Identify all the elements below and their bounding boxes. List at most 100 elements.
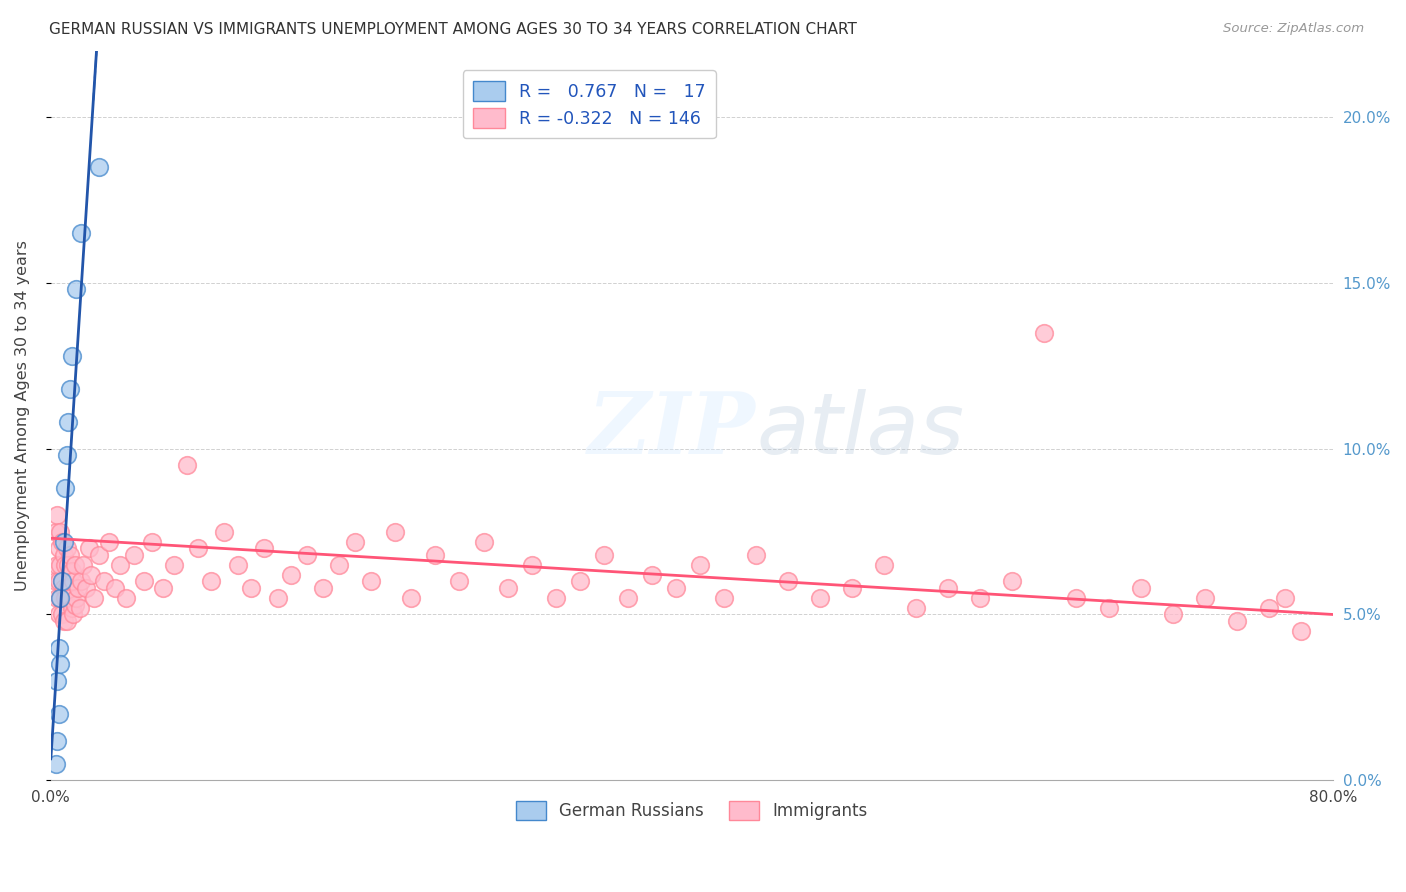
Point: [152, 581, 174, 595]
Point: [449, 574, 471, 589]
Point: [713, 591, 735, 605]
Point: [49, 591, 72, 605]
Point: [297, 548, 319, 562]
Point: [62, 607, 84, 622]
Point: [163, 558, 186, 572]
Point: [108, 558, 131, 572]
Point: [936, 581, 959, 595]
Point: [48, 706, 70, 721]
Point: [48, 541, 70, 556]
Point: [641, 567, 664, 582]
Point: [544, 591, 567, 605]
Point: [51, 574, 73, 589]
Point: [808, 591, 831, 605]
Point: [65, 591, 87, 605]
Point: [187, 541, 209, 556]
Point: [53, 482, 76, 496]
Point: [360, 574, 382, 589]
Y-axis label: Unemployment Among Ages 30 to 34 years: Unemployment Among Ages 30 to 34 years: [15, 240, 30, 591]
Point: [56, 448, 79, 462]
Point: [56, 581, 79, 595]
Point: [425, 548, 447, 562]
Point: [969, 591, 991, 605]
Point: [665, 581, 688, 595]
Point: [49, 591, 72, 605]
Point: [520, 558, 543, 572]
Point: [97, 534, 120, 549]
Text: Source: ZipAtlas.com: Source: ZipAtlas.com: [1223, 22, 1364, 36]
Point: [384, 524, 406, 539]
Point: [80, 567, 103, 582]
Point: [52, 548, 75, 562]
Point: [1033, 326, 1056, 340]
Point: [616, 591, 638, 605]
Point: [873, 558, 896, 572]
Point: [1226, 614, 1249, 628]
Point: [1274, 591, 1296, 605]
Point: [592, 548, 614, 562]
Point: [56, 614, 79, 628]
Point: [52, 581, 75, 595]
Point: [51, 607, 73, 622]
Point: [905, 600, 928, 615]
Point: [1001, 574, 1024, 589]
Legend: German Russians, Immigrants: German Russians, Immigrants: [509, 794, 875, 827]
Point: [70, 574, 93, 589]
Point: [52, 614, 75, 628]
Text: ZIP: ZIP: [588, 388, 756, 472]
Point: [745, 548, 768, 562]
Point: [104, 581, 127, 595]
Point: [83, 591, 105, 605]
Point: [52, 534, 75, 549]
Point: [1097, 600, 1119, 615]
Point: [1066, 591, 1088, 605]
Point: [69, 600, 91, 615]
Point: [60, 600, 83, 615]
Point: [46, 508, 69, 522]
Point: [87, 548, 110, 562]
Point: [59, 548, 82, 562]
Point: [53, 558, 76, 572]
Point: [45, 574, 67, 589]
Text: atlas: atlas: [756, 389, 965, 472]
Point: [496, 581, 519, 595]
Point: [51, 534, 73, 549]
Point: [240, 581, 263, 595]
Point: [93, 574, 115, 589]
Point: [776, 574, 799, 589]
Point: [45, 756, 67, 771]
Point: [228, 558, 250, 572]
Point: [200, 574, 222, 589]
Point: [59, 382, 82, 396]
Point: [401, 591, 423, 605]
Point: [48, 640, 70, 655]
Point: [1289, 624, 1312, 638]
Point: [51, 574, 73, 589]
Point: [79, 541, 101, 556]
Point: [344, 534, 367, 549]
Point: [472, 534, 495, 549]
Point: [53, 591, 76, 605]
Point: [46, 558, 69, 572]
Point: [46, 673, 69, 688]
Point: [45, 524, 67, 539]
Point: [1194, 591, 1216, 605]
Point: [253, 541, 276, 556]
Point: [60, 349, 83, 363]
Point: [1161, 607, 1184, 622]
Point: [65, 283, 87, 297]
Point: [122, 548, 145, 562]
Text: GERMAN RUSSIAN VS IMMIGRANTS UNEMPLOYMENT AMONG AGES 30 TO 34 YEARS CORRELATION : GERMAN RUSSIAN VS IMMIGRANTS UNEMPLOYMEN…: [49, 22, 858, 37]
Point: [49, 558, 72, 572]
Point: [75, 581, 97, 595]
Point: [328, 558, 350, 572]
Point: [62, 574, 84, 589]
Point: [115, 591, 138, 605]
Point: [49, 657, 72, 672]
Point: [841, 581, 863, 595]
Point: [58, 558, 80, 572]
Point: [87, 160, 110, 174]
Point: [72, 558, 94, 572]
Point: [56, 541, 79, 556]
Point: [1257, 600, 1279, 615]
